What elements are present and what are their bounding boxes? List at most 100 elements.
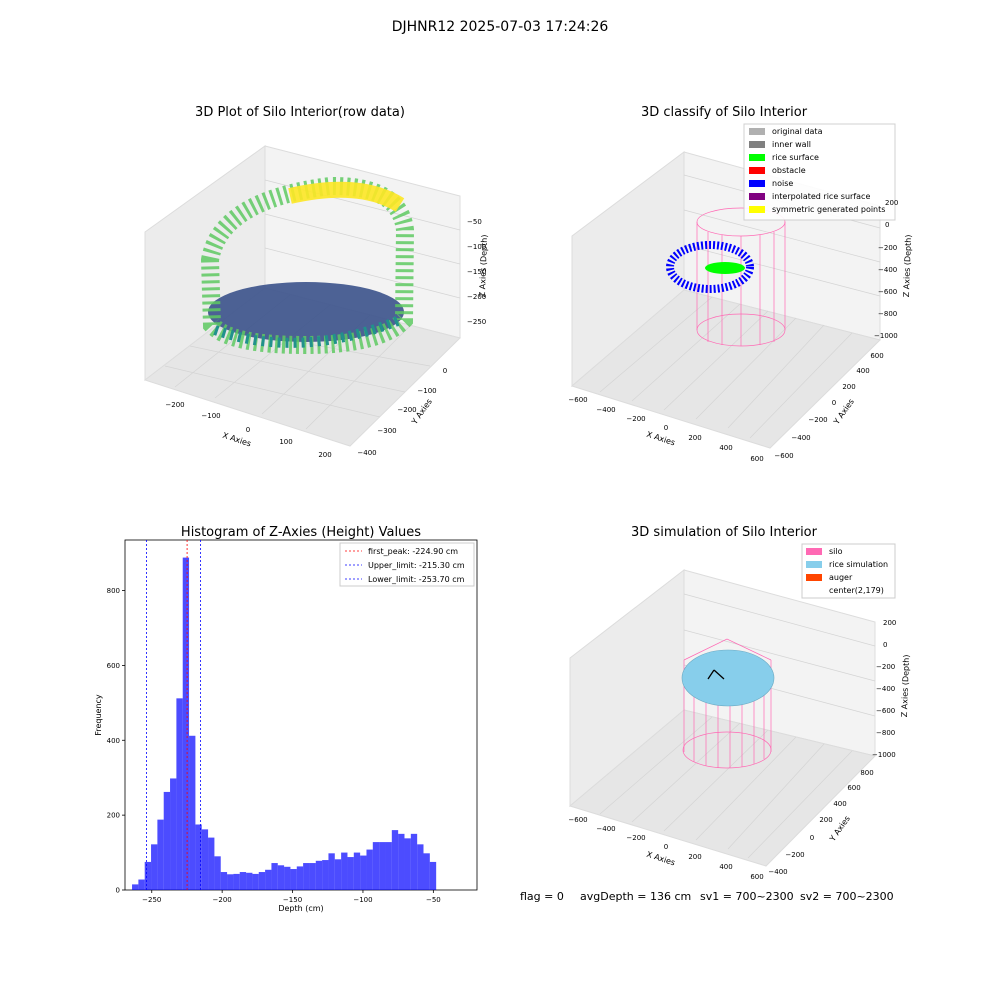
classify-3d-floor-pane [570, 289, 881, 449]
histogram-bar [157, 819, 164, 890]
histogram-y-ticks: 0 200 400 600 800 [107, 587, 125, 895]
raw-3d-y-ticks: −400 −300 −200 −100 0 [357, 367, 447, 457]
simulation-3d-y-tick: 600 [847, 784, 860, 792]
raw-3d-z-tick: −50 [467, 218, 482, 226]
histogram-bar [284, 866, 291, 890]
histogram-bar [385, 842, 392, 890]
histogram-y-tick: 200 [107, 812, 120, 820]
raw-3d-title: 3D Plot of Silo Interior(row data) [195, 105, 405, 120]
histogram-bar [296, 866, 304, 890]
status-flag: flag = 0 [520, 890, 564, 903]
histogram-bar [132, 884, 139, 890]
classify-3d-z-tick: 0 [885, 221, 889, 229]
raw-3d-z-label: Z Axies (Depth) [478, 234, 489, 297]
status-sv2: sv2 = 700~2300 [800, 890, 894, 903]
legend-label: interpolated rice surface [772, 192, 870, 201]
classify-3d-z-tick: 200 [885, 199, 898, 207]
legend-label: center(2,179) [829, 586, 884, 595]
histogram-legend-item: first_peak: -224.90 cm [345, 547, 458, 556]
simulation-3d-title: 3D simulation of Silo Interior [631, 525, 818, 540]
classify-3d-x-tick: 200 [688, 434, 701, 442]
classify-3d-y-tick: −600 [774, 452, 793, 460]
simulation-3d-legend-item: silo [806, 547, 843, 556]
raw-3d-z-tick: −100 [467, 243, 486, 251]
histogram-x-label: Depth (cm) [278, 904, 323, 913]
histogram-bar [233, 873, 240, 890]
legend-label: symmetric generated points [772, 205, 885, 214]
panel-histogram: Histogram of Z-Axies (Height) Values −25… [94, 525, 478, 913]
raw-3d-x-ticks: −200 −100 0 100 200 [165, 401, 331, 459]
histogram-bar [227, 874, 234, 890]
simulation-3d-x-tick: 200 [688, 853, 701, 861]
histogram-legend-item: Lower_limit: -253.70 cm [345, 575, 465, 584]
legend-swatch [749, 167, 765, 174]
classify-3d-legend-item: symmetric generated points [749, 205, 885, 214]
simulation-3d-x-tick: −600 [568, 816, 587, 824]
classify-3d-legend-item: obstacle [749, 166, 806, 175]
simulation-3d-z-tick: 200 [883, 619, 896, 627]
simulation-3d-rice-surface [681, 649, 775, 707]
classify-3d-legend-item: noise [749, 179, 793, 188]
histogram-bar [334, 859, 342, 890]
classify-3d-z-tick: −200 [878, 244, 897, 252]
panel-classify-3d: 3D classify of Silo Interior [568, 105, 913, 463]
raw-3d-bottom-rim [213, 315, 402, 348]
simulation-3d-z-tick: −1000 [872, 751, 896, 759]
histogram-legend-box [339, 542, 475, 587]
raw-3d-point-cloud [200, 176, 415, 355]
histogram-bar [239, 872, 247, 890]
panel-raw-3d: 3D Plot of Silo Interior(row data) −200 … [143, 105, 489, 459]
histogram-y-tick: 600 [107, 662, 120, 670]
classify-3d-x-tick: −400 [596, 406, 615, 414]
classify-3d-legend-item: original data [749, 127, 823, 136]
classify-3d-z-label: Z Axies (Depth) [902, 234, 913, 297]
histogram-bar [214, 856, 221, 890]
legend-label: obstacle [772, 166, 806, 175]
histogram-bar [201, 829, 209, 890]
classify-3d-z-tick: −1000 [874, 332, 898, 340]
histogram-bar [271, 863, 278, 890]
raw-3d-z-ticks: −50 −100 −150 −200 −250 [467, 218, 486, 326]
histogram-bar [404, 838, 411, 890]
classify-3d-y-tick: 0 [832, 399, 836, 407]
legend-swatch [749, 154, 765, 161]
histogram-bar [258, 872, 266, 890]
legend-label: inner wall [772, 140, 811, 149]
raw-3d-x-tick: −100 [201, 412, 220, 420]
raw-3d-y-tick: 0 [443, 367, 447, 375]
histogram-bar [322, 860, 329, 890]
simulation-3d-z-tick: 0 [883, 641, 887, 649]
classify-3d-silo-wireframe [696, 207, 786, 347]
legend-label: rice surface [772, 153, 819, 162]
classify-3d-legend-item: inner wall [749, 140, 811, 149]
simulation-3d-legend: silo rice simulation auger center(2,179) [801, 543, 896, 599]
raw-3d-y-tick: −100 [417, 387, 436, 395]
raw-3d-x-tick: 100 [279, 438, 292, 446]
simulation-3d-legend-item: auger [806, 573, 853, 582]
histogram-bar [265, 869, 272, 890]
legend-swatch [806, 561, 822, 568]
simulation-3d-z-label: Z Axies (Depth) [900, 654, 911, 717]
histogram-bar [182, 557, 190, 890]
raw-3d-floor-cloud [208, 282, 404, 342]
histogram-bar [410, 833, 418, 890]
raw-3d-x-tick: −200 [165, 401, 184, 409]
histogram-bar [417, 844, 424, 890]
histogram-bar [328, 853, 335, 890]
classify-3d-y-tick: −200 [808, 416, 827, 424]
figure-suptitle: DJHNR12 2025-07-03 17:24:26 [392, 19, 609, 35]
classify-3d-y-ticks: −600 −400 −200 0 200 400 600 [774, 352, 883, 460]
classify-3d-legend-box [743, 123, 896, 221]
legend-label: first_peak: -224.90 cm [368, 547, 458, 556]
histogram-bar [176, 698, 183, 890]
simulation-3d-legend-item: center(2,179) [829, 586, 884, 595]
histogram-y-tick: 800 [107, 587, 120, 595]
histogram-bar [429, 861, 437, 890]
legend-swatch [749, 128, 765, 135]
classify-3d-grid [599, 174, 881, 439]
simulation-3d-floor-pane [568, 709, 876, 867]
histogram-bar [353, 852, 361, 890]
simulation-3d-x-tick: −200 [626, 834, 645, 842]
classify-3d-x-tick: −200 [626, 415, 645, 423]
